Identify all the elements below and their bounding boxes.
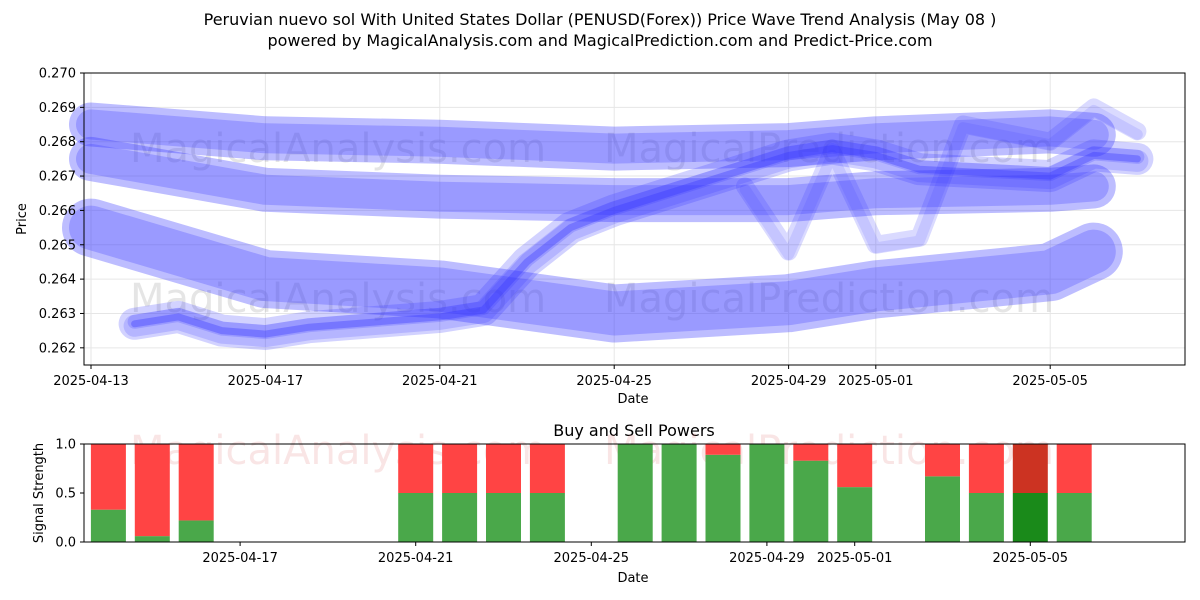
signal-x-tick-label: 2025-05-01 [817, 551, 893, 566]
buy-bar [793, 460, 829, 542]
wave-upper-band-mid-pass-0 [69, 136, 1116, 223]
sell-bar [398, 444, 434, 493]
sell-bar [705, 444, 741, 455]
sell-bar [529, 444, 565, 493]
chart-title-line1: Peruvian nuevo sol With United States Do… [203, 10, 997, 29]
price-x-axis: 2025-04-13 2025-04-17 2025-04-21 2025-04-25… [53, 365, 1088, 389]
sell-bar [837, 444, 873, 488]
price-chart: MagicalAnalysis.com MagicalPrediction.co… [15, 67, 1186, 407]
wave-price-wave-pass-2 [127, 139, 1145, 340]
signal-bars [90, 444, 1092, 542]
buy-bar [486, 493, 521, 542]
price-x-tick-label: 2025-04-29 [751, 374, 827, 389]
price-grid [84, 72, 1185, 365]
signal-x-tick-label: 2025-04-17 [202, 551, 278, 566]
buy-bar [90, 509, 126, 542]
buy-bar [398, 493, 434, 542]
price-y-tick-label: 0.269 [39, 101, 76, 116]
wave-price-wave-pass-0 [118, 132, 1154, 351]
signal-y-tick-label: 0.5 [55, 487, 76, 502]
signal-x-tick-label: 2025-04-21 [378, 551, 454, 566]
buy-bar [749, 444, 785, 542]
price-x-tick-label: 2025-05-01 [838, 374, 914, 389]
signal-x-tick-label: 2025-04-25 [554, 551, 630, 566]
buy-bar [705, 454, 741, 542]
buy-bar [1012, 493, 1048, 542]
wave-prediction-spread-pass-0 [736, 98, 1147, 261]
chart-title-line2: powered by MagicalAnalysis.com and Magic… [267, 31, 933, 50]
buy-bar [442, 493, 478, 542]
buy-bar [968, 493, 1004, 542]
price-x-tick-label: 2025-05-05 [1012, 374, 1088, 389]
wave-upper-band-mid-pass-1 [76, 143, 1109, 216]
sell-bar [1056, 444, 1092, 493]
signal-y-label: Signal Strength [32, 443, 47, 543]
price-plot-frame [83, 72, 1186, 366]
price-plot-area [84, 73, 1185, 365]
wave-price-wave-pass-1 [123, 139, 1149, 348]
sell-bar [90, 444, 126, 510]
buy-bar [617, 444, 653, 542]
sell-bar [925, 444, 960, 477]
price-y-tick-label: 0.270 [39, 67, 76, 82]
price-x-label: Date [617, 392, 648, 407]
buy-bar [837, 487, 873, 542]
signal-x-axis: 2025-04-17 2025-04-21 2025-04-25 2025-04-29… [202, 542, 1068, 566]
signal-y-tick-label: 0.0 [55, 536, 76, 551]
signal-chart: Buy and Sell Powers MagicalAnalysis.com … [32, 421, 1186, 586]
price-y-tick-label: 0.266 [39, 204, 76, 219]
price-y-tick-label: 0.262 [39, 341, 76, 356]
buy-bar [134, 536, 170, 542]
wave-lower-band-pass-1 [69, 205, 1116, 336]
buy-bar [529, 493, 565, 542]
sell-bar [442, 444, 478, 493]
watermark-prediction-mid: MagicalPrediction.com [604, 276, 1054, 322]
sell-bar [1012, 444, 1048, 493]
signal-x-tick-label: 2025-05-05 [993, 551, 1069, 566]
price-x-tick-label: 2025-04-21 [402, 374, 478, 389]
sell-bar [486, 444, 521, 493]
watermark-analysis-mid: MagicalAnalysis.com [130, 276, 546, 322]
watermark-prediction-top: MagicalPrediction.com [604, 126, 1054, 172]
price-y-tick-label: 0.265 [39, 238, 76, 253]
price-y-tick-label: 0.268 [39, 135, 76, 150]
price-x-tick-label: 2025-04-17 [228, 374, 304, 389]
sell-bar [793, 444, 829, 461]
wave-upper-band-top-pass-1 [76, 109, 1109, 164]
buy-bar [1056, 493, 1092, 542]
signal-x-label: Date [617, 571, 648, 586]
buy-bar [661, 444, 697, 542]
price-y-tick-label: 0.263 [39, 307, 76, 322]
price-y-label: Price [15, 203, 30, 235]
price-wave-series [62, 98, 1154, 351]
wave-lower-band-pass-0 [62, 198, 1123, 343]
buy-bar [925, 476, 960, 542]
sell-bar [968, 444, 1004, 493]
watermark-analysis-top: MagicalAnalysis.com [130, 126, 546, 172]
buy-bar [178, 520, 214, 542]
signal-y-axis: 0.0 0.5 1.0 [55, 438, 84, 551]
price-x-tick-label: 2025-04-25 [576, 374, 652, 389]
price-y-axis: 0.262 0.263 0.264 0.265 0.266 0.267 0.268 0.269… [39, 67, 84, 356]
wave-upper-band-top-pass-0 [69, 102, 1116, 171]
price-y-tick-label: 0.267 [39, 170, 76, 185]
wave-prediction-spread-pass-1 [739, 105, 1143, 260]
sell-bar [178, 444, 214, 521]
sell-bar [134, 444, 170, 537]
signal-x-tick-label: 2025-04-29 [729, 551, 805, 566]
signal-y-tick-label: 1.0 [55, 438, 76, 453]
price-y-tick-label: 0.264 [39, 273, 76, 288]
signal-chart-title: Buy and Sell Powers [553, 421, 715, 440]
wave-price-wave-pass-3 [131, 145, 1141, 338]
price-x-tick-label: 2025-04-13 [53, 374, 129, 389]
